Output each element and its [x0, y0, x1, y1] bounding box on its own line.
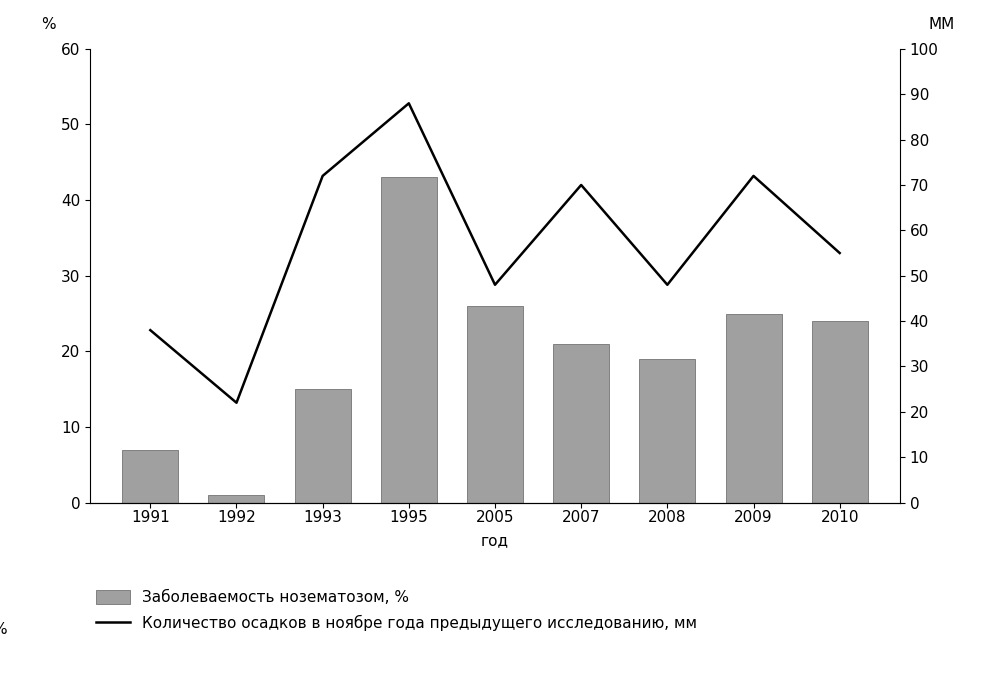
Bar: [208, 495, 264, 503]
Bar: [122, 450, 178, 503]
Bar: [553, 344, 609, 503]
Bar: [381, 177, 437, 503]
Bar: [295, 389, 351, 503]
Text: год: год: [481, 533, 509, 548]
Bar: [639, 359, 695, 503]
Bar: [812, 321, 868, 503]
Legend: Заболеваемость нозематозом, %, Количество осадков в ноябре года предыдущего иссл: Заболеваемость нозематозом, %, Количеств…: [90, 584, 703, 637]
Bar: [726, 313, 782, 503]
Bar: [467, 306, 523, 503]
Text: ММ: ММ: [929, 17, 955, 32]
Text: %: %: [41, 17, 56, 32]
Text: %: %: [0, 621, 7, 637]
